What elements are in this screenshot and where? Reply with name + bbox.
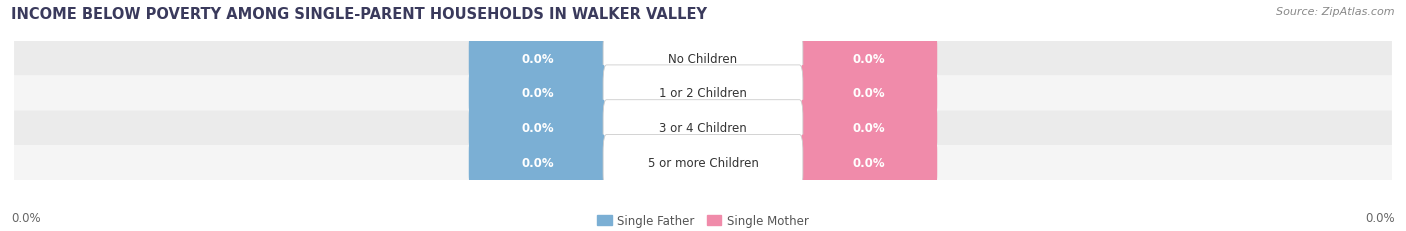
FancyBboxPatch shape <box>468 135 606 191</box>
Text: 0.0%: 0.0% <box>522 122 554 135</box>
FancyBboxPatch shape <box>603 100 803 156</box>
FancyBboxPatch shape <box>468 100 606 156</box>
FancyBboxPatch shape <box>14 42 1392 76</box>
FancyBboxPatch shape <box>800 66 938 122</box>
FancyBboxPatch shape <box>800 135 938 191</box>
FancyBboxPatch shape <box>468 66 606 122</box>
FancyBboxPatch shape <box>468 31 606 87</box>
Text: 3 or 4 Children: 3 or 4 Children <box>659 122 747 135</box>
Text: 0.0%: 0.0% <box>852 156 884 169</box>
FancyBboxPatch shape <box>603 66 803 122</box>
FancyBboxPatch shape <box>800 31 938 87</box>
FancyBboxPatch shape <box>603 31 803 87</box>
Text: 0.0%: 0.0% <box>852 122 884 135</box>
FancyBboxPatch shape <box>800 100 938 156</box>
Text: 0.0%: 0.0% <box>522 156 554 169</box>
FancyBboxPatch shape <box>14 111 1392 146</box>
Text: 0.0%: 0.0% <box>11 211 41 224</box>
FancyBboxPatch shape <box>603 135 803 191</box>
Text: Source: ZipAtlas.com: Source: ZipAtlas.com <box>1277 7 1395 17</box>
Text: 5 or more Children: 5 or more Children <box>648 156 758 169</box>
FancyBboxPatch shape <box>14 76 1392 111</box>
Text: INCOME BELOW POVERTY AMONG SINGLE-PARENT HOUSEHOLDS IN WALKER VALLEY: INCOME BELOW POVERTY AMONG SINGLE-PARENT… <box>11 7 707 22</box>
Legend: Single Father, Single Mother: Single Father, Single Mother <box>598 214 808 227</box>
Text: 0.0%: 0.0% <box>1365 211 1395 224</box>
Text: 0.0%: 0.0% <box>522 52 554 65</box>
Text: 0.0%: 0.0% <box>522 87 554 100</box>
Text: 0.0%: 0.0% <box>852 87 884 100</box>
Text: 1 or 2 Children: 1 or 2 Children <box>659 87 747 100</box>
Text: No Children: No Children <box>668 52 738 65</box>
FancyBboxPatch shape <box>14 146 1392 180</box>
Text: 0.0%: 0.0% <box>852 52 884 65</box>
